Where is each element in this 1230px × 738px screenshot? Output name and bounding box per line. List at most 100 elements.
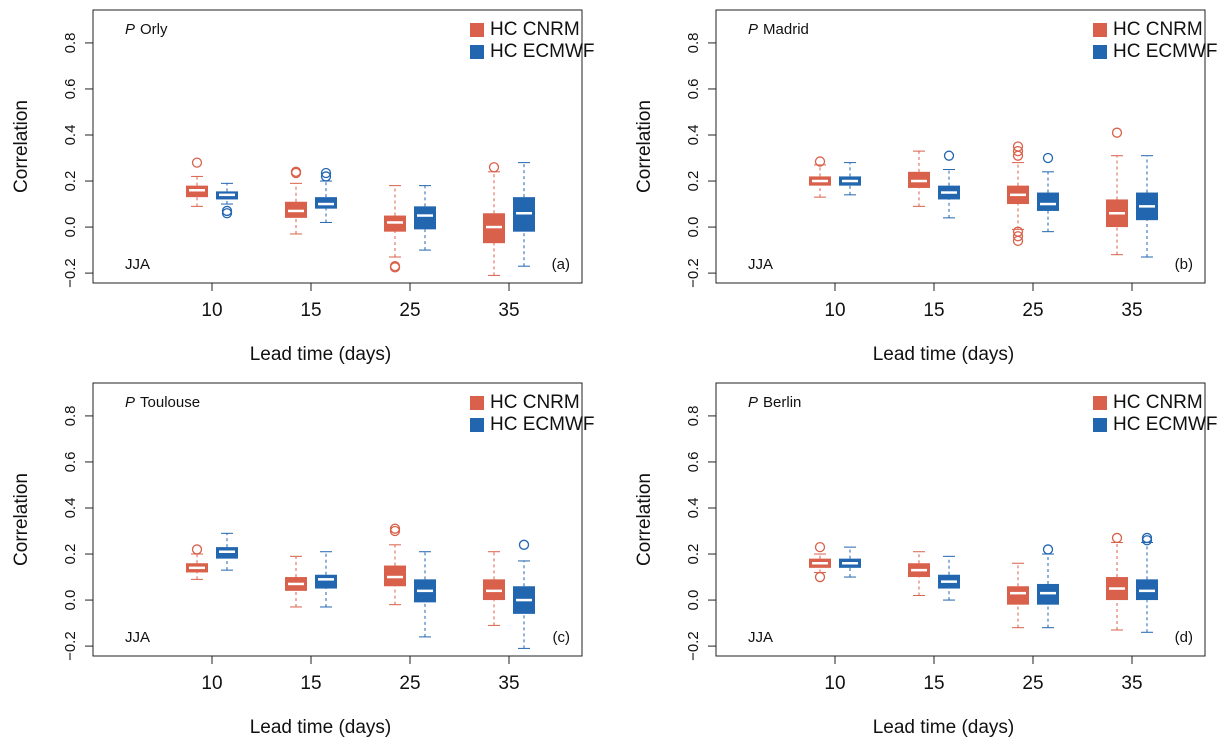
y-tick-label: −0.2 — [685, 631, 702, 661]
y-tick-label: 0.4 — [62, 125, 79, 146]
legend-swatch — [470, 23, 484, 37]
title-prefix: P — [748, 394, 758, 411]
legend-swatch — [1093, 23, 1107, 37]
x-tick-label: 15 — [300, 300, 321, 321]
outlier — [1012, 235, 1024, 247]
y-axis-label: Correlation — [11, 100, 32, 193]
x-axis-label: Lead time (days) — [873, 717, 1015, 738]
x-tick-label: 35 — [498, 673, 519, 694]
y-tick-label: 0.6 — [685, 452, 702, 473]
outlier — [221, 208, 233, 219]
legend-swatch — [470, 418, 484, 432]
legend-swatch — [470, 45, 484, 59]
x-tick-label: 25 — [399, 673, 420, 694]
y-tick-label: 0.0 — [685, 217, 702, 238]
outlier — [1012, 231, 1024, 242]
outlier — [389, 525, 401, 537]
panel: −0.2 0.0 0.2 0.4 0.6 0.8 Correlation Lead time … — [634, 382, 1217, 738]
y-tick-label: 0.0 — [685, 590, 702, 611]
season-label: JJA — [748, 256, 773, 273]
season-label: JJA — [748, 629, 773, 646]
x-tick-label: 10 — [824, 673, 845, 694]
title-prefix: P — [125, 394, 135, 411]
x-tick-label: 15 — [923, 673, 944, 694]
x-tick-label: 25 — [399, 300, 420, 321]
box — [315, 574, 337, 589]
outlier — [1141, 535, 1153, 546]
season-label: JJA — [125, 256, 150, 273]
legend-label: HC ECMWF — [1113, 414, 1217, 435]
panel: −0.2 0.0 0.2 0.4 0.6 0.8 Correlation Lead time … — [11, 382, 594, 738]
outlier — [1111, 532, 1123, 544]
x-tick-label: 15 — [923, 300, 944, 321]
x-tick-label: 10 — [201, 300, 222, 321]
y-tick-label: 0.6 — [62, 79, 79, 100]
outlier — [518, 539, 530, 550]
outlier — [943, 150, 955, 161]
season-label: JJA — [125, 629, 150, 646]
x-axis-label: Lead time (days) — [250, 344, 392, 365]
y-tick-label: −0.2 — [62, 631, 79, 661]
outlier — [814, 541, 826, 553]
outlier — [1042, 544, 1054, 555]
panel-title: P Orly — [125, 21, 168, 38]
panel-label: (b) — [1175, 256, 1193, 273]
title-name: Orly — [140, 21, 168, 38]
outlier — [290, 167, 302, 179]
outlier — [814, 156, 826, 167]
legend-label: HC ECMWF — [1113, 41, 1217, 62]
x-tick-label: 35 — [1121, 673, 1142, 694]
y-tick-label: 0.4 — [685, 125, 702, 146]
y-tick-label: 0.0 — [62, 217, 79, 238]
x-tick-label: 25 — [1022, 300, 1043, 321]
y-tick-label: 0.6 — [62, 452, 79, 473]
plot-frame — [715, 9, 1206, 284]
title-prefix: P — [125, 21, 135, 38]
x-tick-label: 25 — [1022, 673, 1043, 694]
outlier — [1012, 145, 1024, 157]
title-prefix: P — [748, 21, 758, 38]
y-tick-label: 0.8 — [62, 405, 79, 426]
y-axis-label: Correlation — [634, 100, 655, 193]
outlier — [191, 157, 203, 168]
box — [414, 206, 436, 230]
y-tick-label: 0.4 — [685, 498, 702, 519]
outlier — [1042, 152, 1054, 164]
panel: −0.2 0.0 0.2 0.4 0.6 0.8 Correlation Lead time … — [634, 9, 1217, 365]
outlier — [1012, 150, 1024, 161]
legend-swatch — [1093, 396, 1107, 410]
plot-frame — [92, 382, 583, 657]
legend-label: HC CNRM — [1113, 19, 1203, 40]
title-name: Madrid — [763, 21, 809, 38]
plot-frame — [715, 382, 1206, 657]
y-axis-label: Correlation — [11, 473, 32, 566]
y-tick-label: 0.2 — [62, 544, 79, 565]
title-name: Berlin — [763, 394, 801, 411]
outlier — [488, 162, 500, 173]
panel-label: (c) — [553, 629, 571, 646]
panel-title: P Toulouse — [125, 394, 200, 411]
outlier — [191, 544, 203, 555]
legend-label: HC ECMWF — [490, 414, 594, 435]
y-tick-label: 0.8 — [62, 32, 79, 53]
outlier — [320, 167, 332, 179]
y-tick-label: 0.6 — [685, 79, 702, 100]
outlier — [389, 262, 401, 273]
y-tick-label: 0.2 — [685, 544, 702, 565]
title-name: Toulouse — [140, 394, 200, 411]
x-tick-label: 35 — [1121, 300, 1142, 321]
x-axis-label: Lead time (days) — [250, 717, 392, 738]
x-tick-label: 15 — [300, 673, 321, 694]
x-tick-label: 10 — [824, 300, 845, 321]
legend-label: HC CNRM — [490, 19, 580, 40]
x-tick-label: 35 — [498, 300, 519, 321]
outlier — [814, 571, 826, 583]
x-axis-label: Lead time (days) — [873, 344, 1015, 365]
y-tick-label: 0.8 — [685, 405, 702, 426]
legend-swatch — [1093, 45, 1107, 59]
y-tick-label: −0.2 — [685, 258, 702, 288]
y-tick-label: 0.4 — [62, 498, 79, 519]
plot-frame — [92, 9, 583, 284]
y-tick-label: −0.2 — [62, 258, 79, 288]
